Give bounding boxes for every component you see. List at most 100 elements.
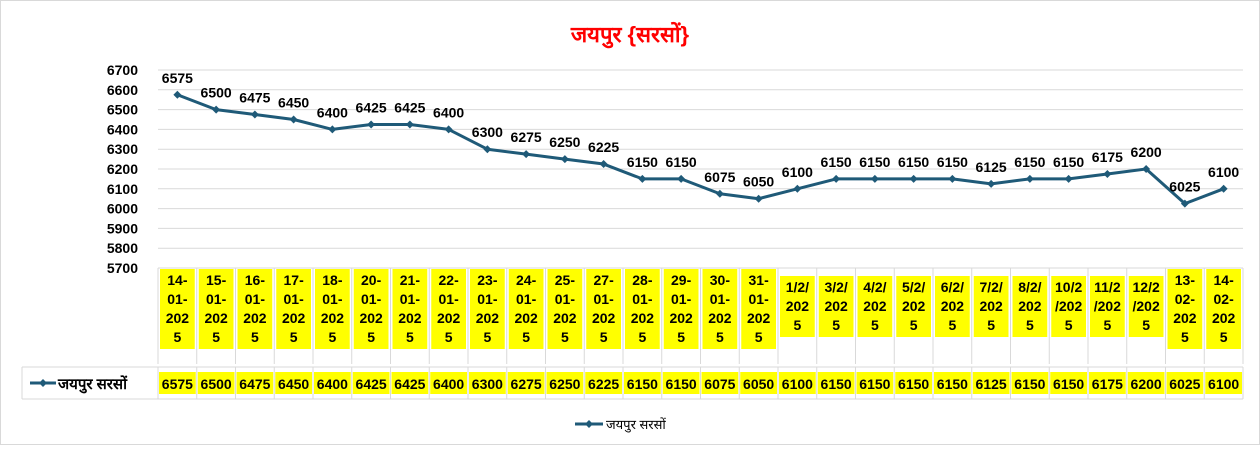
category-label: 202: [553, 310, 577, 326]
chart-title: जयपुर {सरसों}: [570, 21, 690, 49]
category-label: 5: [212, 329, 220, 345]
category-label-bg: [1128, 276, 1164, 337]
category-label: 13-: [1175, 272, 1196, 288]
table-cell-bg: [1011, 372, 1049, 394]
data-label: 6075: [704, 169, 735, 185]
category-label: 01-: [167, 291, 188, 307]
category-label: 01-: [322, 291, 343, 307]
table-cell-bg: [895, 372, 932, 394]
category-label-bg: [353, 269, 389, 349]
category-label: 202: [631, 310, 655, 326]
category-label-bg: [663, 269, 699, 349]
category-label: 24-: [516, 272, 537, 288]
table-cell-value: 6025: [1169, 376, 1200, 392]
data-point-marker: [522, 150, 531, 159]
category-label: 21-: [400, 272, 421, 288]
table-cell-bg: [314, 372, 351, 394]
data-point-marker: [250, 110, 259, 119]
data-label: 6250: [549, 134, 580, 150]
data-label: 6225: [588, 139, 619, 155]
category-label: 202: [476, 310, 500, 326]
category-label: 202: [786, 298, 810, 314]
data-label: 6425: [394, 99, 425, 115]
category-label-bg: [1051, 276, 1086, 337]
data-label: 6050: [743, 174, 774, 190]
category-label: 5: [173, 329, 181, 345]
category-label-bg: [741, 269, 776, 349]
category-label: 28-: [632, 272, 653, 288]
table-cell-bg: [1050, 372, 1087, 394]
table-cell-bg: [817, 372, 855, 394]
table-cell-value: 6150: [937, 376, 968, 392]
category-label: 25-: [555, 272, 576, 288]
data-point-marker: [1142, 165, 1151, 173]
data-labels: 6575 6500 6475 6450 6400 6425 6425 6400 6300 6275…: [162, 70, 1240, 195]
data-point-marker: [1103, 169, 1112, 178]
data-label: 6150: [898, 154, 929, 170]
data-label: 6175: [1092, 149, 1123, 165]
y-tick-label: 5900: [107, 220, 138, 236]
category-label: 202: [592, 310, 616, 326]
category-label: 01-: [284, 291, 305, 307]
table-legend-key-marker: [39, 379, 47, 387]
table-cell-value: 6575: [162, 376, 193, 392]
data-label: 6575: [162, 70, 193, 86]
category-label: 01-: [671, 291, 692, 307]
table-cell-bg: [856, 372, 894, 394]
category-label: 3/2/: [824, 279, 847, 295]
table-cell-bg: [624, 372, 661, 394]
table-cell-value: 6150: [898, 376, 929, 392]
category-label: 5: [677, 329, 685, 345]
data-point-marker: [212, 105, 221, 114]
table-cell-value: 6150: [1014, 376, 1045, 392]
y-tick-label: 6400: [107, 121, 138, 137]
category-label: 01-: [477, 291, 498, 307]
y-tick-label: 5700: [107, 260, 138, 276]
category-labels: 14- 01- 202 5 15- 01- 202 5 16- 01- 202 5 17- 01- 202 5…: [157, 268, 1244, 364]
table-cell-bg: [236, 372, 274, 394]
category-label-bg: [392, 269, 428, 349]
category-label: 202: [243, 310, 267, 326]
data-label: 6150: [937, 154, 968, 170]
category-label: 202: [1173, 310, 1197, 326]
data-point-marker: [599, 160, 608, 169]
category-label: 02-: [1175, 291, 1196, 307]
category-label: 5: [600, 329, 608, 345]
table-cell-bg: [701, 372, 739, 394]
category-label-bg: [780, 276, 815, 337]
data-point-marker: [367, 120, 376, 129]
data-point-marker: [793, 184, 802, 193]
category-label: 17-: [284, 272, 305, 288]
category-label-bg: [818, 276, 854, 337]
data-label: 6150: [627, 154, 658, 170]
category-label: /202: [1133, 298, 1160, 314]
category-label: 31-: [749, 272, 770, 288]
category-label: 5: [832, 317, 840, 333]
table-cell-value: 6175: [1092, 376, 1123, 392]
data-label: 6125: [976, 159, 1007, 175]
category-label: 5: [367, 329, 375, 345]
table-cell-value: 6275: [511, 376, 542, 392]
table-cell-bg: [662, 372, 700, 394]
category-label-bg: [586, 269, 621, 349]
category-label: 202: [708, 310, 732, 326]
data-label: 6100: [1208, 164, 1239, 180]
legend: जयपुर सरसों: [575, 417, 666, 433]
data-label: 6300: [472, 124, 503, 140]
category-label: 01-: [710, 291, 731, 307]
category-label: 5: [910, 317, 918, 333]
category-label: 01-: [400, 291, 421, 307]
data-point-marker: [289, 115, 298, 124]
category-label: 5: [987, 317, 995, 333]
table-cell-value: 6425: [356, 376, 387, 392]
category-label: 5: [1026, 317, 1034, 333]
category-label: 202: [747, 310, 771, 326]
category-label: /202: [1094, 298, 1121, 314]
category-label-bg: [1012, 276, 1048, 337]
category-label-bg: [315, 269, 350, 349]
data-label: 6025: [1169, 179, 1200, 195]
table-cell-bg: [1205, 372, 1242, 394]
table-cell-bg: [352, 372, 390, 394]
table-cell-value: 6300: [472, 376, 503, 392]
